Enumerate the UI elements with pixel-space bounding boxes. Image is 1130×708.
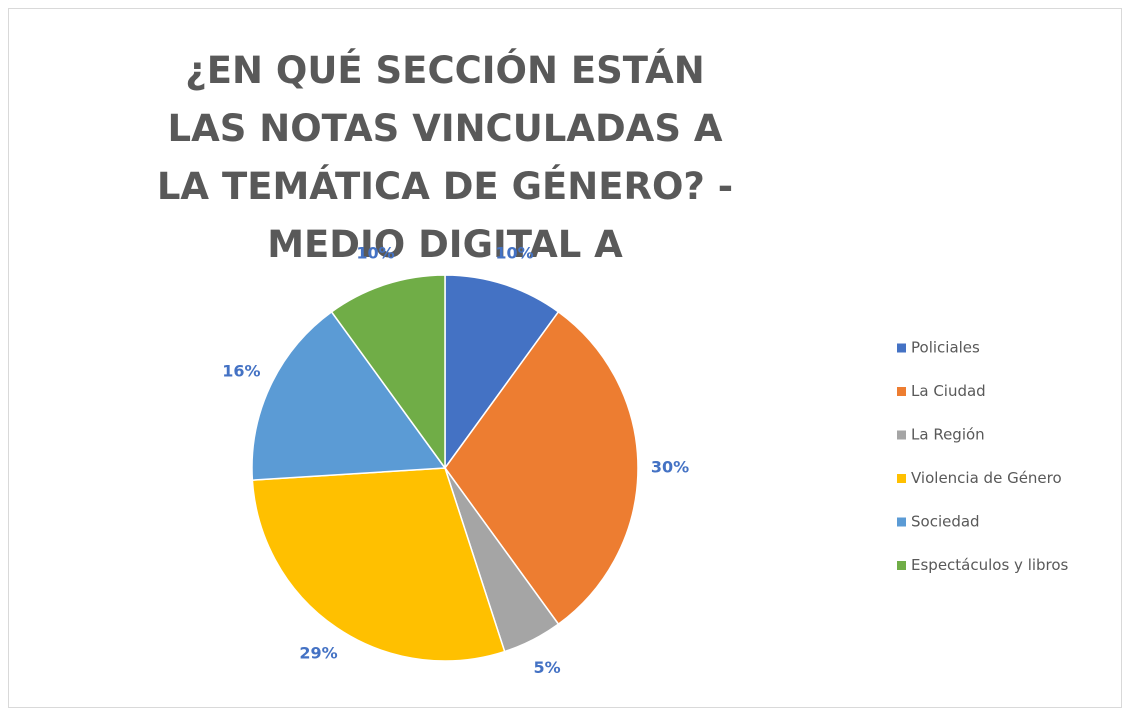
pie-slice bbox=[251, 467, 506, 662]
legend-label: Espectáculos y libros bbox=[911, 556, 1069, 574]
legend-swatch bbox=[897, 474, 906, 483]
legend-label: La Ciudad bbox=[911, 382, 986, 400]
data-label: 29% bbox=[299, 644, 337, 663]
pie-slice bbox=[444, 310, 639, 626]
pie-slice bbox=[444, 274, 560, 471]
legend-swatch bbox=[897, 430, 906, 440]
legend-label: Sociedad bbox=[911, 513, 980, 531]
data-label: 16% bbox=[222, 362, 260, 381]
chart-title: ¿EN QUÉ SECCIÓN ESTÁN LAS NOTAS VINCULAD… bbox=[156, 49, 734, 266]
data-label: 30% bbox=[651, 458, 689, 477]
legend-label: Policiales bbox=[911, 339, 980, 357]
data-label: 10% bbox=[356, 244, 394, 263]
pie-slice bbox=[251, 310, 447, 481]
legend-swatch bbox=[897, 517, 906, 527]
legend-label: La Región bbox=[911, 426, 985, 444]
data-label: 5% bbox=[534, 658, 561, 677]
pie-slice bbox=[330, 274, 446, 471]
legend-swatch bbox=[897, 561, 906, 570]
data-label: 10% bbox=[495, 244, 533, 263]
legend-label: Violencia de Género bbox=[911, 469, 1062, 487]
legend-swatch bbox=[897, 343, 906, 353]
legend-swatch bbox=[897, 387, 906, 396]
